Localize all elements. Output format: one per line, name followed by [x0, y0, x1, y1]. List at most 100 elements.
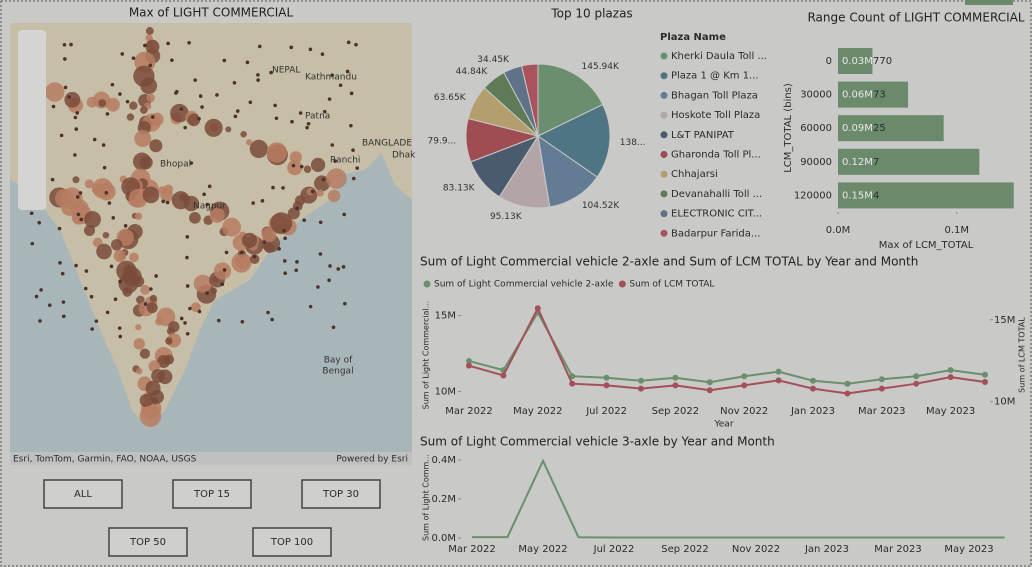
- map-dot: [327, 97, 332, 101]
- map-dot: [84, 269, 89, 273]
- map-label: Bhopal: [160, 160, 191, 170]
- map-bubble: [139, 106, 148, 114]
- map-dot: [107, 201, 112, 205]
- line-marker: [706, 387, 713, 394]
- chart-title: Top 10 plazas: [550, 7, 632, 21]
- x-tick-label: May 2022: [513, 406, 562, 417]
- map-dot: [281, 186, 285, 190]
- map-bubble: [129, 252, 139, 263]
- map-bubble: [160, 189, 174, 202]
- filter-button[interactable]: TOP 30: [301, 479, 381, 509]
- map-bubble: [287, 160, 303, 176]
- legend-label: Hoskote Toll Plaza: [671, 110, 760, 121]
- x-tick-label: Jul 2022: [593, 544, 635, 555]
- filter-button[interactable]: TOP 15: [172, 479, 252, 509]
- map-bubble: [140, 77, 158, 95]
- map-bubble: [164, 354, 175, 365]
- map-bubble: [105, 97, 120, 112]
- x-tick-label: Jan 2023: [804, 544, 849, 555]
- map-dot: [58, 260, 62, 265]
- map-bubble: [64, 91, 81, 108]
- line: [468, 305, 986, 395]
- map-dot: [222, 58, 227, 63]
- map-dot: [316, 285, 320, 289]
- line-marker: [638, 385, 644, 392]
- y-tick-label: 0.4M: [431, 455, 456, 466]
- map-dot: [310, 189, 315, 194]
- button-label: TOP 50: [129, 537, 166, 548]
- map-dot: [290, 119, 294, 124]
- map-label: Nagpur: [193, 202, 226, 212]
- y-tick-label: 0.2M: [431, 494, 456, 505]
- map-dot: [216, 318, 221, 323]
- x-tick-label: Mar 2022: [445, 406, 493, 417]
- legend-label: Gharonda Toll Pl...: [671, 150, 761, 161]
- map-attribution: Esri, TomTom, Garmin, FAO, NOAA, USGS: [13, 455, 197, 465]
- line-marker: [603, 382, 610, 389]
- legend-swatch: [660, 190, 668, 198]
- legend-label: L&T PANIPAT: [671, 130, 735, 141]
- slice-label: 63.65K: [434, 93, 467, 103]
- filter-button[interactable]: ALL: [43, 479, 123, 509]
- map-dot: [131, 56, 136, 60]
- map-bubble: [133, 338, 145, 350]
- line-marker: [672, 374, 679, 381]
- map-dot: [185, 284, 190, 288]
- count-label: 4: [873, 190, 879, 201]
- map-dot: [308, 304, 313, 309]
- map-dot: [295, 206, 299, 210]
- map-dot: [50, 177, 55, 182]
- slice-label: 138...: [620, 138, 646, 148]
- y-tick-label: 0: [826, 56, 832, 67]
- y2-tick-label: 15M: [994, 315, 1015, 326]
- map-dot: [328, 264, 332, 268]
- map-dot: [73, 153, 77, 157]
- legend-swatch: [618, 280, 626, 288]
- map-dot: [185, 255, 189, 260]
- y-axis-title: Sum of Light Comm...: [422, 454, 431, 541]
- line-marker: [810, 385, 816, 392]
- filter-button[interactable]: TOP 50: [108, 527, 188, 557]
- legend-label: Badarpur Farida...: [671, 228, 760, 239]
- map-dot: [148, 63, 153, 68]
- map-dot: [322, 109, 327, 114]
- map-dot: [330, 73, 334, 77]
- map-dot: [63, 57, 67, 61]
- legend-swatch: [423, 280, 431, 288]
- map-bubble: [132, 152, 151, 171]
- map-dot: [179, 316, 184, 321]
- map-dot: [351, 148, 355, 152]
- map-dot: [90, 327, 94, 331]
- map-dot: [75, 111, 80, 115]
- map-bubble: [134, 130, 152, 148]
- button-label: TOP 15: [193, 489, 230, 500]
- count-label: 7: [873, 157, 879, 168]
- map-dot: [318, 252, 323, 256]
- y-tick-label: 10M: [435, 386, 456, 397]
- map-bubble: [249, 139, 268, 159]
- map-dot: [330, 143, 335, 147]
- map-dot: [189, 161, 194, 165]
- map-dot: [262, 240, 267, 244]
- map-dot: [351, 176, 356, 181]
- map-label: Bay of: [324, 356, 353, 366]
- map-bubble: [209, 207, 225, 223]
- map-dot: [215, 93, 219, 97]
- filter-button[interactable]: TOP 100: [252, 527, 332, 557]
- line-marker: [947, 367, 954, 374]
- legend-label: ELECTRONIC CIT...: [671, 209, 762, 220]
- x-axis-title: Max of LCM_TOTAL: [879, 240, 974, 251]
- map-dot: [320, 52, 325, 56]
- map-toolbar: [18, 30, 46, 210]
- map-bubble: [289, 151, 302, 164]
- map-bubble: [213, 262, 232, 280]
- map-dot: [118, 92, 122, 96]
- button-label: ALL: [74, 489, 92, 500]
- map-dot: [282, 259, 287, 263]
- map-bubble: [102, 231, 110, 239]
- map-bubble: [314, 175, 331, 192]
- map: Max of LIGHT COMMERCIAL NEPAL Kathmandu …: [10, 6, 416, 465]
- line-marker: [982, 379, 988, 386]
- map-dot: [75, 195, 80, 199]
